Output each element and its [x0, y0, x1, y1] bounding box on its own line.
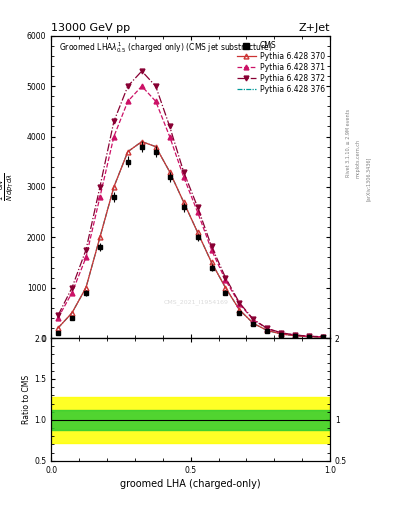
Text: mcplots.cern.ch: mcplots.cern.ch — [356, 139, 361, 178]
Text: $\frac{1}{N}\frac{dN}{dp_T d\lambda}$: $\frac{1}{N}\frac{dN}{dp_T d\lambda}$ — [0, 173, 16, 201]
Text: Groomed LHA$\lambda^{1}_{0.5}$ (charged only) (CMS jet substructure): Groomed LHA$\lambda^{1}_{0.5}$ (charged … — [59, 40, 274, 55]
Legend: CMS, Pythia 6.428 370, Pythia 6.428 371, Pythia 6.428 372, Pythia 6.428 376: CMS, Pythia 6.428 370, Pythia 6.428 371,… — [235, 39, 326, 95]
X-axis label: groomed LHA (charged-only): groomed LHA (charged-only) — [120, 479, 261, 489]
Text: [arXiv:1306.3436]: [arXiv:1306.3436] — [365, 157, 371, 201]
Text: Z+Jet: Z+Jet — [299, 23, 330, 33]
Text: Rivet 3.1.10, ≥ 2.9M events: Rivet 3.1.10, ≥ 2.9M events — [346, 109, 351, 178]
Text: 13000 GeV pp: 13000 GeV pp — [51, 23, 130, 33]
Text: CMS_2021_I1954169: CMS_2021_I1954169 — [164, 299, 229, 305]
Y-axis label: Ratio to CMS: Ratio to CMS — [22, 375, 31, 424]
